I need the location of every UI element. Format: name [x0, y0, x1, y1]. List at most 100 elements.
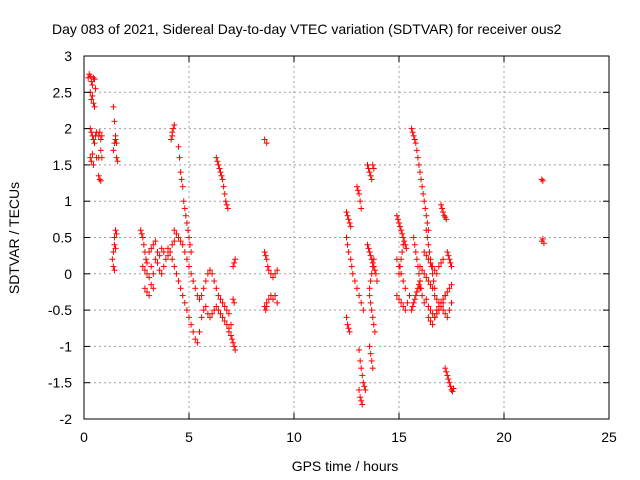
- data-point: [220, 183, 227, 190]
- data-point: [213, 154, 220, 161]
- data-point: [368, 307, 375, 314]
- data-point: [200, 285, 207, 292]
- data-point: [179, 183, 186, 190]
- data-point: [196, 296, 203, 303]
- data-point: [396, 219, 402, 226]
- data-point: [215, 161, 222, 168]
- data-point: [88, 78, 95, 85]
- data-point: [178, 176, 185, 183]
- data-point: [90, 161, 97, 168]
- y-tick-labels: -2 -1.5 -1 -0.5 0 0.5 1 1.5 2 2.5 3: [48, 48, 72, 427]
- data-point: [154, 259, 161, 266]
- data-point: [343, 209, 350, 216]
- data-point: [348, 263, 355, 270]
- data-point: [158, 245, 165, 252]
- data-point: [158, 270, 165, 277]
- data-point: [447, 383, 454, 390]
- data-point: [369, 365, 376, 372]
- data-point: [346, 219, 353, 226]
- data-point: [403, 245, 410, 252]
- data-point: [356, 292, 363, 299]
- tick-marks: [83, 55, 610, 420]
- data-point: [408, 125, 415, 132]
- data-point: [438, 259, 444, 266]
- data-point: [402, 307, 409, 314]
- data-point: [404, 299, 411, 306]
- data-point: [412, 140, 419, 147]
- data-point: [194, 339, 201, 346]
- data-point: [92, 85, 99, 92]
- data-point: [366, 249, 373, 256]
- data-point: [368, 176, 375, 183]
- data-point: [91, 140, 98, 147]
- data-point: [359, 372, 366, 379]
- data-point: [111, 234, 118, 241]
- y-axis-label: SDTVAR / TECUs: [6, 182, 22, 294]
- data-point: [423, 212, 430, 219]
- data-point: [413, 147, 420, 154]
- data-point: [409, 303, 416, 310]
- data-point: [448, 281, 455, 288]
- data-point: [88, 158, 95, 165]
- data-point: [396, 296, 402, 303]
- data-point: [401, 238, 408, 245]
- data-point: [215, 292, 222, 299]
- data-point: [369, 161, 376, 168]
- data-point: [177, 238, 184, 245]
- data-point: [448, 263, 455, 270]
- data-point: [358, 397, 365, 404]
- data-point: [368, 270, 375, 277]
- data-point: [230, 263, 237, 270]
- data-point: [447, 259, 454, 266]
- data-point: [202, 278, 209, 285]
- data-point: [109, 256, 116, 263]
- data-point: [110, 263, 117, 270]
- data-point: [89, 82, 96, 89]
- data-point: [441, 212, 448, 219]
- data-point: [176, 154, 183, 161]
- data-point: [358, 365, 365, 372]
- data-point: [399, 249, 406, 256]
- y-tick-label: 0: [64, 266, 72, 282]
- data-point: [181, 299, 188, 306]
- data-point: [435, 307, 442, 314]
- data-point: [360, 379, 367, 386]
- data-point: [265, 267, 272, 274]
- data-point: [221, 317, 228, 324]
- data-point: [427, 281, 434, 288]
- data-point: [154, 249, 161, 256]
- data-point: [96, 176, 103, 183]
- y-tick-label: -1.5: [48, 375, 72, 391]
- x-tick-labels: 0 5 10 15 20 25: [80, 429, 617, 445]
- data-point: [417, 278, 423, 285]
- data-point: [231, 343, 238, 350]
- data-point: [148, 263, 155, 270]
- data-point: [366, 343, 373, 350]
- data-point: [95, 172, 102, 179]
- data-point: [181, 205, 188, 212]
- data-point: [410, 132, 417, 139]
- data-point: [262, 252, 269, 259]
- data-point: [421, 249, 428, 256]
- data-point: [446, 307, 453, 314]
- data-point: [111, 118, 118, 125]
- data-point: [419, 183, 426, 190]
- data-point: [445, 376, 452, 383]
- data-point: [183, 256, 190, 263]
- data-point: [408, 307, 415, 314]
- data-point: [400, 234, 407, 241]
- data-point: [222, 198, 229, 205]
- data-point: [369, 263, 376, 270]
- data-point: [177, 169, 184, 176]
- data-point: [431, 267, 438, 274]
- y-tick-label: -2: [60, 411, 73, 427]
- data-point: [406, 292, 413, 299]
- data-point: [415, 270, 422, 277]
- data-point: [421, 270, 428, 277]
- data-point: [213, 285, 220, 292]
- data-point: [228, 321, 234, 328]
- data-point: [96, 129, 103, 136]
- data-point: [150, 270, 157, 277]
- data-point: [450, 385, 457, 392]
- data-point: [410, 299, 417, 306]
